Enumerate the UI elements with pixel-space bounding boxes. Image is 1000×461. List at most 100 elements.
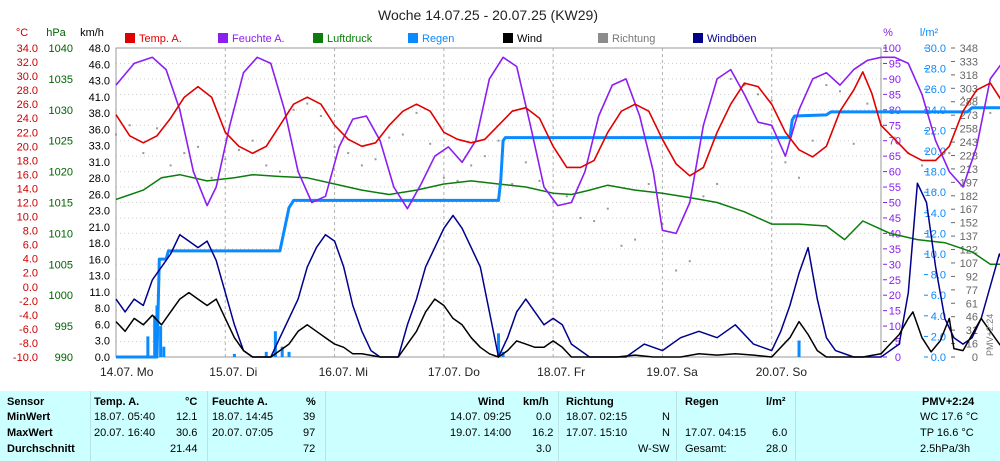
- press-tick: 1040: [49, 43, 73, 55]
- wind-tick: 0.0: [95, 352, 110, 364]
- dir-tick: 167: [960, 204, 978, 216]
- wind-tick: 6.0: [95, 319, 110, 331]
- legend-label: Windböen: [707, 33, 757, 45]
- hum-average: 72: [303, 443, 316, 455]
- temp-tick: 30.0: [17, 71, 38, 83]
- wind-tick: 33.0: [89, 141, 110, 153]
- legend-label: Temp. A.: [139, 33, 182, 45]
- legend-swatch: [125, 33, 135, 43]
- direction-point: [511, 182, 514, 185]
- dir-tick: 197: [960, 177, 978, 189]
- hum-tick: 30: [889, 259, 901, 271]
- hum-tick: 85: [889, 89, 901, 101]
- rain-tick: 22.0: [925, 125, 946, 137]
- temp-tick: 4.0: [23, 254, 38, 266]
- direction-point: [483, 155, 486, 158]
- direction-point: [770, 99, 773, 102]
- axes: 34.0 32.0 30.0 28.0 26.0 24.0 22.0 20.0 18.0 16.0…: [13, 43, 978, 364]
- statistics-table: Sensor MinWert MaxWert Durchschnitt Temp…: [0, 391, 1000, 461]
- temp-tick: -4.0: [19, 310, 38, 322]
- sensor-header: Sensor: [7, 396, 45, 408]
- hum-tick: 45: [889, 213, 901, 225]
- rain-bar: [273, 331, 277, 357]
- legend-swatch: [693, 33, 703, 43]
- rain-bar: [153, 315, 157, 357]
- rain-bar: [287, 351, 291, 357]
- temp-tick: 28.0: [17, 85, 38, 97]
- wind-tick: 31.0: [89, 157, 110, 169]
- rain-tick: 12.0: [925, 228, 946, 240]
- legend-label: Luftdruck: [327, 33, 373, 45]
- press-tick: 1025: [49, 136, 73, 148]
- direction-point: [729, 77, 732, 80]
- wind-max-time: 19.07. 14:00: [450, 427, 512, 439]
- dir-tick: 77: [966, 285, 978, 297]
- rain-tick: 28.0: [925, 64, 946, 76]
- rain-bar: [159, 326, 163, 357]
- chart-title: Woche 14.07.25 - 20.07.25 (KW29): [378, 7, 598, 23]
- hum-tick: 20: [889, 290, 901, 302]
- wind-tick: 26.0: [89, 189, 110, 201]
- direction-point: [579, 216, 582, 219]
- direction-point: [401, 133, 404, 136]
- temp-tick: -8.0: [19, 338, 38, 350]
- day-label: 15.07. Di: [209, 365, 257, 379]
- direction-point: [497, 139, 500, 142]
- rain-bar: [264, 351, 268, 357]
- legend-swatch: [313, 33, 323, 43]
- rain-line: [116, 106, 1000, 359]
- direction-point: [265, 164, 268, 167]
- rain-bar: [232, 353, 236, 357]
- press-tick: 1000: [49, 290, 73, 302]
- direction-point: [620, 244, 623, 247]
- temperature-line: [115, 71, 1000, 177]
- legend-swatch: [408, 33, 418, 43]
- rain-tick: 8.0: [931, 270, 946, 282]
- direction-point: [470, 164, 473, 167]
- wind-tick: 48.0: [89, 43, 110, 55]
- direction-point: [825, 84, 828, 87]
- wind-tick: 23.0: [89, 206, 110, 218]
- temp-tick: 6.0: [23, 240, 38, 252]
- row-max-label: MaxWert: [7, 427, 53, 439]
- dir-tick: 303: [960, 83, 978, 95]
- hum-tick: 100: [883, 43, 901, 55]
- rain-tick: 14.0: [925, 208, 946, 220]
- hum-max-time: 20.07. 07:05: [212, 427, 274, 439]
- rain-bar: [162, 346, 166, 357]
- temp-max-value: 30.6: [176, 427, 198, 439]
- direction-point: [675, 269, 678, 272]
- wind-tick: 11.0: [89, 287, 110, 299]
- pressure-trend: 2.5hPa/3h: [920, 443, 971, 455]
- wind-tick: 41.0: [89, 92, 110, 104]
- hum-tick: 50: [889, 198, 901, 210]
- rain-tick: 10.0: [925, 249, 946, 261]
- day-label: 20.07. So: [756, 365, 808, 379]
- rain-max-value: 6.0: [772, 427, 788, 439]
- rain-bar: [497, 333, 500, 357]
- rain-bar: [146, 336, 150, 357]
- hum-tick: 10: [889, 321, 901, 333]
- press-unit: hPa: [46, 27, 66, 39]
- direction-point: [388, 136, 391, 139]
- direction-point: [934, 189, 937, 192]
- hum-tick: 95: [889, 58, 901, 70]
- dir-tick: 348: [960, 43, 978, 55]
- press-tick: 1005: [49, 259, 73, 271]
- temp-tick: -6.0: [19, 324, 38, 336]
- direction-point: [839, 90, 842, 93]
- direction-point: [210, 176, 213, 179]
- temp-col-header: Temp. A.: [94, 396, 140, 408]
- day-label: 19.07. Sa: [646, 365, 698, 379]
- direction-point: [237, 148, 240, 151]
- hum-tick: 90: [889, 74, 901, 86]
- wind-tick: 43.0: [89, 76, 110, 88]
- day-label: 18.07. Fr: [537, 365, 585, 379]
- direction-point: [319, 114, 322, 117]
- temp-tick: 8.0: [23, 226, 38, 238]
- direction-point: [456, 179, 459, 182]
- rain-total-value: 28.0: [766, 443, 788, 455]
- wind-average: 3.0: [536, 443, 552, 455]
- rain-tick: 26.0: [925, 84, 946, 96]
- press-tick: 1015: [49, 198, 73, 210]
